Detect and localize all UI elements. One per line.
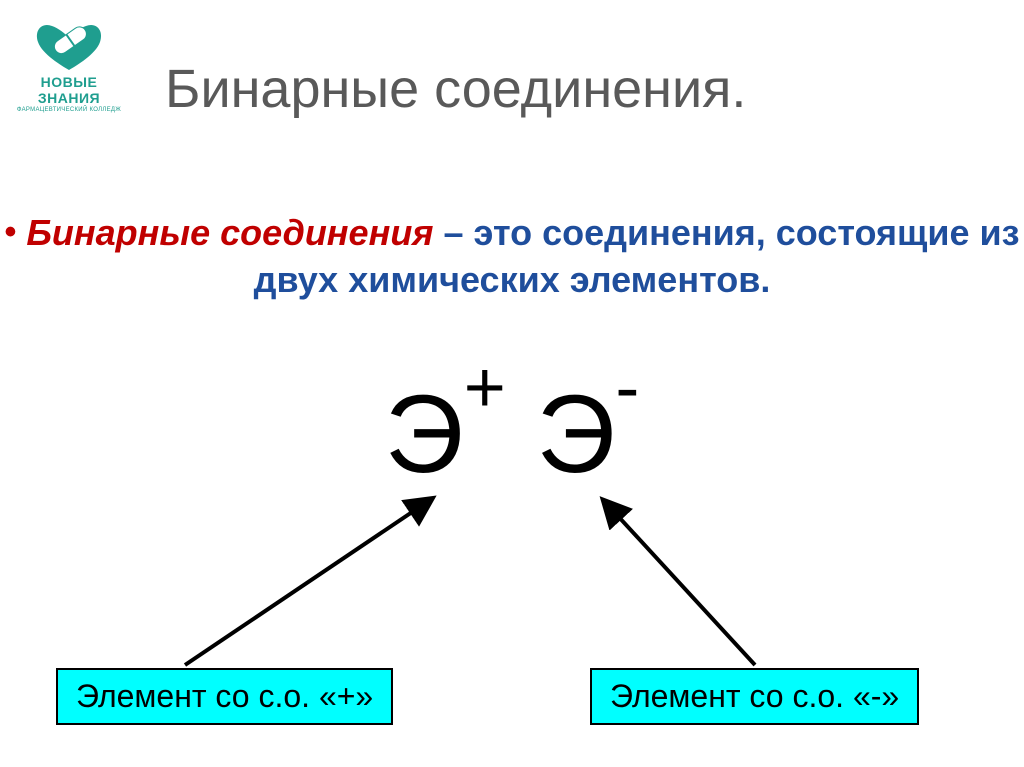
arrows-layer bbox=[0, 0, 1024, 767]
arrow-positive bbox=[185, 500, 430, 665]
arrow-negative bbox=[605, 502, 755, 665]
box-positive: Элемент со с.о. «+» bbox=[56, 668, 393, 725]
box-negative: Элемент со с.о. «-» bbox=[590, 668, 919, 725]
